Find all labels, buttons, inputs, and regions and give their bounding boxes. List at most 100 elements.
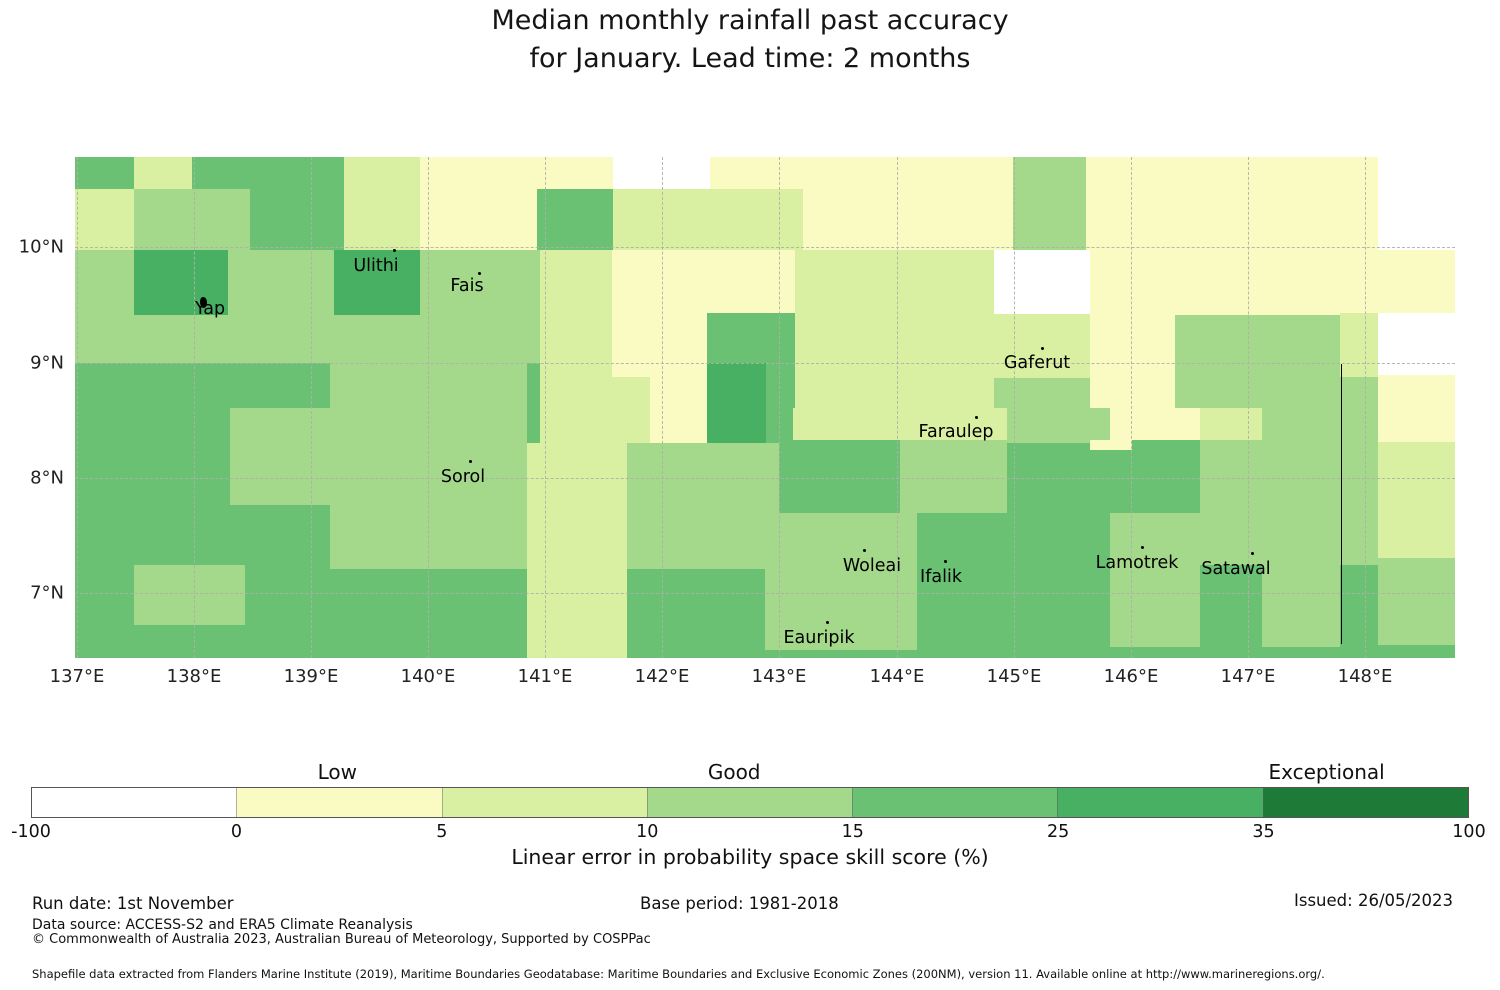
- colorbar-segment: [236, 788, 442, 817]
- island-marker-ulithi: [393, 249, 396, 252]
- x-axis-tick-label: 142°E: [634, 666, 690, 687]
- island-marker-fais: [478, 272, 481, 275]
- x-axis-tick-label: 143°E: [751, 666, 807, 687]
- heatmap-cell: [612, 377, 650, 443]
- heatmap-cell: [627, 443, 779, 569]
- issued-date-text: Issued: 26/05/2023: [1294, 891, 1454, 910]
- island-marker-ifalik: [944, 560, 947, 563]
- heatmap-cell: [1378, 157, 1455, 250]
- heatmap-cell: [540, 250, 620, 443]
- island-label-lamotrek: Lamotrek: [1095, 553, 1179, 573]
- longitude-gridline: [1365, 157, 1366, 658]
- heatmap-cell: [134, 250, 228, 315]
- colorbar-tick-label: 35: [1252, 822, 1275, 842]
- heatmap-cell: [1013, 157, 1086, 250]
- colorbar-tick-label: 0: [230, 822, 242, 842]
- y-axis-tick-label: 10°N: [18, 236, 64, 258]
- heatmap-cell: [75, 189, 134, 250]
- heatmap-cell: [230, 408, 330, 505]
- island-label-satawal: Satawal: [1201, 559, 1271, 579]
- chart-title-line2: for January. Lead time: 2 months: [529, 43, 971, 74]
- heatmap-cell: [1110, 408, 1200, 440]
- latitude-gridline: [75, 247, 1455, 248]
- island-label-eauripik: Eauripik: [783, 628, 855, 648]
- heatmap-cell: [228, 250, 334, 315]
- colorbar-zone-label: Low: [317, 760, 357, 784]
- colorbar-tick-label: 100: [1452, 822, 1486, 842]
- heatmap-cell: [134, 315, 334, 363]
- longitude-gridline: [311, 157, 312, 658]
- longitude-gridline: [545, 157, 546, 658]
- base-period-text: Base period: 1981-2018: [640, 894, 839, 913]
- heatmap-cell: [994, 314, 1090, 378]
- island-label-gaferut: Gaferut: [1003, 353, 1071, 373]
- island-marker-eauripik: [826, 621, 829, 624]
- heatmap-cell: [1262, 408, 1345, 440]
- island-label-woleai: Woleai: [842, 556, 902, 576]
- heatmap-cell: [612, 250, 650, 377]
- heatmap-cell: [613, 189, 803, 250]
- heatmap-cell: [537, 157, 613, 189]
- longitude-gridline: [897, 157, 898, 658]
- heatmap-cell: [420, 157, 537, 250]
- data-source-text: Data source: ACCESS-S2 and ERA5 Climate …: [32, 917, 413, 933]
- heatmap-cell: [1378, 558, 1455, 645]
- island-marker-lamotrek: [1141, 546, 1144, 549]
- island-marker-sorol: [469, 460, 472, 463]
- island-marker-yap: [200, 297, 207, 308]
- heatmap-cell: [1200, 440, 1340, 513]
- x-axis-tick-label: 137°E: [49, 666, 105, 687]
- heatmap-cell: [803, 189, 1013, 250]
- heatmap-cell: [1200, 408, 1262, 440]
- heatmap-cell: [900, 440, 1007, 513]
- island-label-ulithi: Ulithi: [353, 256, 399, 276]
- heatmap-cell: [420, 250, 540, 363]
- heatmap-cell: [1340, 250, 1455, 313]
- copyright-text: © Commonwealth of Australia 2023, Austra…: [32, 932, 651, 947]
- y-axis-tick-label: 9°N: [30, 352, 64, 374]
- longitude-gridline: [428, 157, 429, 658]
- heatmap-cell: [793, 408, 1007, 440]
- island-marker-woleai: [863, 549, 866, 552]
- island-label-fais: Fais: [450, 276, 484, 296]
- heatmap-cell: [1378, 375, 1455, 442]
- heatmap-cell: [1378, 313, 1455, 375]
- heatmap-cell: [134, 157, 192, 189]
- longitude-gridline: [194, 157, 195, 658]
- heatmap-cell: [707, 250, 795, 313]
- colorbar: [31, 787, 1469, 818]
- colorbar-tick-label: -100: [11, 822, 51, 842]
- heatmap-cell: [779, 513, 917, 565]
- heatmap-cell: [1200, 513, 1340, 565]
- longitude-gridline: [779, 157, 780, 658]
- x-axis-tick-label: 138°E: [166, 666, 222, 687]
- heatmap-cell: [1132, 250, 1340, 315]
- x-axis-tick-label: 148°E: [1337, 666, 1393, 687]
- island-marker-satawal: [1251, 552, 1254, 555]
- island-label-yap: Yap: [194, 299, 226, 319]
- heatmap-cell: [334, 250, 420, 315]
- colorbar-tick-label: 5: [436, 822, 448, 842]
- heatmap-cell: [1007, 408, 1110, 440]
- colorbar-segment: [32, 788, 237, 817]
- colorbar-segment: [646, 788, 853, 817]
- colorbar-segment: [1262, 788, 1468, 817]
- heatmap-cell: [75, 250, 134, 363]
- x-axis-tick-label: 140°E: [400, 666, 456, 687]
- heatmap-cell: [710, 157, 1013, 189]
- heatmap-cell: [765, 565, 917, 650]
- heatmap-cell: [650, 250, 707, 443]
- eez-boundary-line: [1341, 364, 1342, 644]
- island-marker-faraulep: [975, 416, 978, 419]
- latitude-gridline: [75, 363, 1455, 364]
- island-marker-gaferut: [1041, 347, 1044, 350]
- colorbar-tick-label: 10: [636, 822, 659, 842]
- heatmap-cell: [1110, 513, 1200, 647]
- colorbar-caption: Linear error in probability space skill …: [511, 845, 989, 869]
- x-axis-tick-label: 146°E: [1103, 666, 1159, 687]
- latitude-gridline: [75, 478, 1455, 479]
- y-axis-tick-label: 7°N: [30, 582, 64, 604]
- y-axis-tick-label: 8°N: [30, 467, 64, 489]
- colorbar-zone-label: Exceptional: [1268, 760, 1385, 784]
